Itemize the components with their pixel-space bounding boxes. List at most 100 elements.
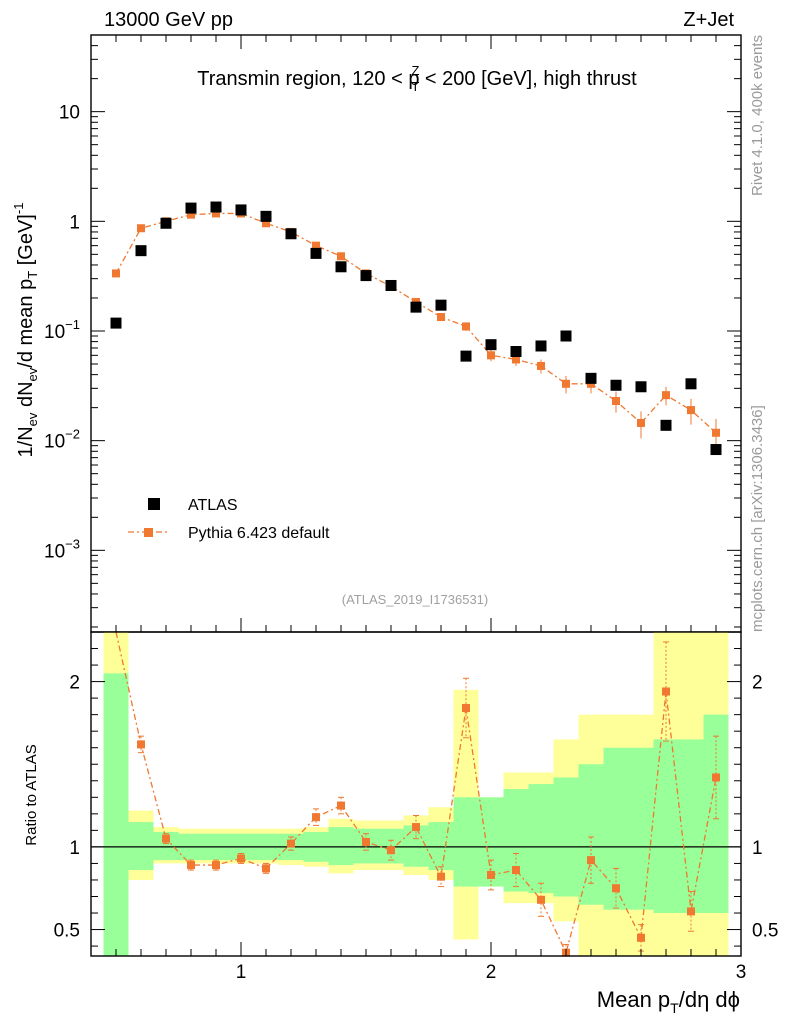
atlas-point	[185, 202, 197, 214]
ratio-y-tick-label-right: 0.5	[752, 921, 778, 942]
rivet-label: Rivet 4.1.0, 400k events	[749, 35, 766, 196]
uncertainty-band-inner	[528, 784, 554, 894]
ratio-point	[437, 872, 445, 881]
legend-label-pythia: Pythia 6.423 default	[188, 525, 330, 542]
ratio-point	[162, 834, 170, 843]
pythia-point	[612, 396, 620, 405]
atlas-point	[685, 378, 697, 390]
atlas-point	[135, 245, 147, 257]
ratio-point	[262, 864, 270, 873]
uncertainty-band-inner	[678, 739, 704, 914]
ratio-point	[487, 871, 495, 879]
ratio-point	[137, 740, 145, 749]
main-y-axis-label: 1/Nev dNev/d mean pT [GeV]-1	[11, 203, 40, 458]
y-tick-label: 10−2	[44, 427, 80, 453]
atlas-point	[485, 339, 497, 351]
ratio-point	[312, 813, 320, 822]
pythia-point	[312, 241, 320, 250]
atlas-point	[160, 217, 172, 229]
mcplots-label: mcplots.cern.ch [arXiv:1306.3436]	[749, 405, 766, 632]
ratio-point	[712, 773, 720, 782]
pythia-point	[637, 418, 645, 427]
pythia-point	[662, 391, 670, 400]
ratio-point	[387, 846, 395, 855]
ratio-point	[362, 837, 370, 846]
atlas-point	[710, 444, 722, 456]
uncertainty-band-inner	[628, 747, 654, 910]
ratio-point	[412, 823, 420, 832]
ratio-y-ticks: 0.5 0.5 1 1 2 2	[54, 648, 778, 947]
legend: ATLAS Pythia 6.423 default	[128, 497, 330, 542]
uncertainty-band-inner	[653, 739, 679, 914]
atlas-point	[585, 372, 597, 384]
main-y-ticks: 10 1 10−1 10−2 10−3	[44, 34, 741, 628]
atlas-point	[235, 204, 247, 216]
atlas-point	[460, 350, 472, 362]
y-tick-label: 10−3	[44, 536, 80, 562]
pythia-point	[537, 361, 545, 370]
pythia-point	[462, 322, 470, 331]
uncertainty-band-inner	[603, 747, 629, 910]
ratio-y-tick-label-left: 2	[69, 673, 80, 694]
energy-label: 13000 GeV pp	[104, 9, 233, 31]
pythia-point	[512, 355, 520, 364]
uncertainty-band-inner	[453, 797, 479, 887]
atlas-point	[660, 419, 672, 431]
ratio-point	[237, 854, 245, 863]
ratio-y-tick-label-left: 1	[69, 838, 80, 859]
pythia-point	[687, 406, 695, 415]
uncertainty-band-inner	[128, 822, 154, 871]
atlas-point	[510, 346, 522, 358]
ratio-point	[187, 861, 195, 870]
atlas-point	[385, 279, 397, 291]
atlas-point	[335, 261, 347, 273]
ratio-panel: 0.5 0.5 1 1 2 2 1 2 3 Ratio to ATLAS Mean pT/dη…	[23, 631, 778, 1016]
pythia-point	[487, 351, 495, 360]
legend-marker-pythia	[144, 528, 153, 537]
ratio-point	[512, 866, 520, 875]
pythia-point	[337, 252, 345, 261]
main-data-layer	[110, 201, 722, 456]
pythia-line	[115, 212, 717, 434]
uncertainty-band-inner	[503, 789, 529, 892]
main-x-ticks	[115, 35, 717, 632]
atlas-point	[285, 228, 297, 240]
x-tick-label: 3	[736, 962, 747, 983]
x-tick-label: 2	[486, 962, 497, 983]
pythia-point	[212, 209, 220, 218]
atlas-point	[110, 317, 122, 329]
uncertainty-band-inner	[328, 827, 354, 866]
atlas-point	[260, 210, 272, 222]
ratio-point	[462, 704, 470, 713]
atlas-point	[635, 381, 647, 393]
ratio-point	[637, 933, 645, 942]
ratio-data-layer	[91, 631, 741, 957]
watermark: (ATLAS_2019_I1736531)	[342, 592, 488, 607]
pythia-point	[437, 313, 445, 322]
atlas-point	[435, 299, 447, 311]
ratio-point	[537, 895, 545, 904]
atlas-point	[535, 340, 547, 352]
ratio-point	[687, 907, 695, 916]
ratio-point	[212, 861, 220, 870]
pythia-point	[262, 219, 270, 228]
atlas-point	[610, 379, 622, 391]
pythia-point	[137, 224, 145, 233]
ratio-point	[612, 884, 620, 893]
atlas-point	[560, 330, 572, 342]
ratio-point	[587, 856, 595, 865]
main-title: Transmin region, 120 < pZ T < 200 [GeV], …	[197, 63, 637, 94]
ratio-point	[337, 801, 345, 810]
atlas-point	[360, 270, 372, 282]
atlas-point	[310, 247, 322, 259]
x-tick-label: 1	[236, 962, 247, 983]
pythia-point	[187, 210, 195, 219]
x-axis-label: Mean pT/dη dϕ	[597, 987, 740, 1016]
y-tick-label: 10−1	[44, 317, 80, 343]
uncertainty-band-inner	[103, 673, 129, 956]
legend-label-atlas: ATLAS	[188, 497, 238, 514]
ratio-y-tick-label-left: 0.5	[54, 921, 80, 942]
y-tick-label: 10	[59, 103, 80, 124]
legend-marker-atlas	[148, 498, 160, 510]
